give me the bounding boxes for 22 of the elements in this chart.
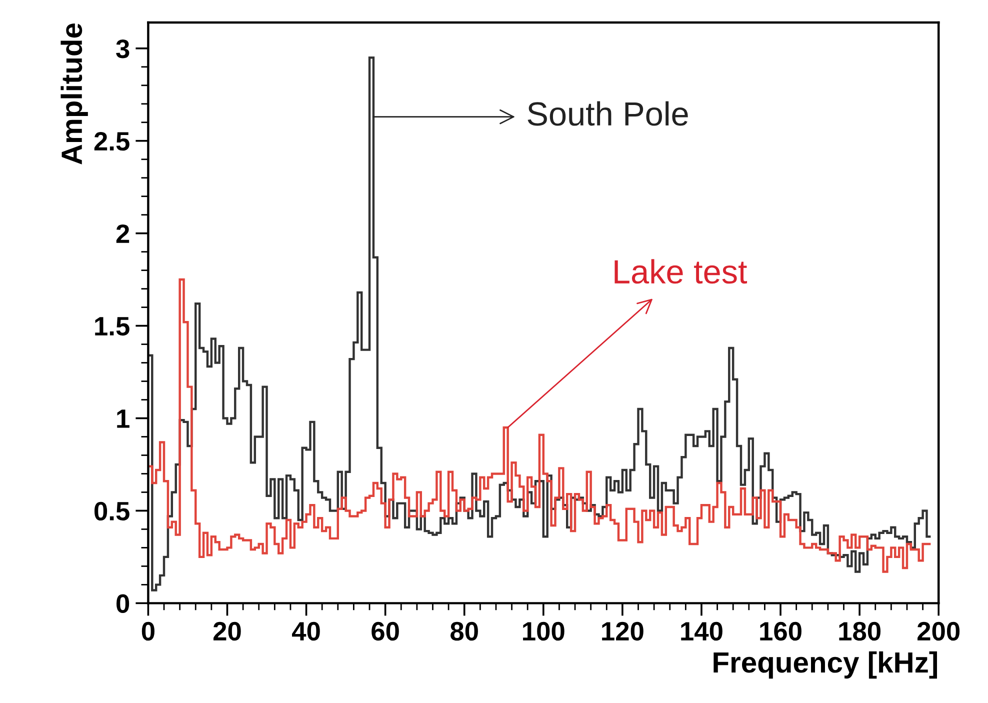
y-tick-label: 3	[116, 40, 130, 58]
x-tick-label: 160	[760, 622, 802, 641]
x-tick-label: 140	[681, 622, 722, 641]
x-tick-label: 200	[918, 622, 960, 641]
x-tick-label: 40	[292, 622, 320, 641]
x-axis-title: Frequency [kHz]	[714, 651, 937, 679]
y-tick-label: 0.5	[94, 502, 130, 521]
y-tick-label: 2	[116, 224, 130, 243]
x-tick-label: 0	[142, 622, 154, 641]
y-tick-label: 1	[117, 410, 130, 428]
y-axis-title: Amplitude	[60, 23, 88, 164]
x-tick-label: 180	[839, 622, 880, 641]
x-tick-label: 60	[372, 622, 399, 641]
y-tick-label: 0	[116, 594, 130, 613]
annotation: South Pole	[528, 101, 688, 126]
x-tick-label: 100	[523, 622, 564, 641]
x-tick-label: 120	[602, 622, 644, 641]
x-tick-label: 80	[450, 622, 478, 641]
y-tick-label: 1.5	[95, 317, 130, 336]
y-tick-label: 2.5	[94, 132, 130, 151]
annotation: Lake test	[614, 259, 748, 284]
x-tick-label: 20	[213, 622, 241, 641]
